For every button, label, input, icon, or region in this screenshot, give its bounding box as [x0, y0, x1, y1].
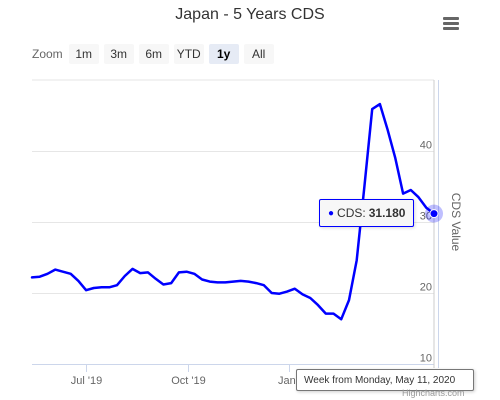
zoom-button-1y[interactable]: 1y — [208, 44, 239, 64]
zoom-button-ytd[interactable]: YTD — [173, 44, 204, 64]
credits-link[interactable]: Highcharts.com — [402, 388, 465, 398]
hamburger-menu-icon[interactable] — [443, 17, 459, 32]
y-tick-label: 40 — [420, 140, 432, 152]
x-tick-label: Jul '19 — [71, 375, 102, 387]
chart-title: Japan - 5 Years CDS — [175, 6, 325, 23]
tooltip-value: 31.180 — [368, 206, 406, 220]
y-axis-title: CDS Value — [449, 193, 463, 252]
data-tooltip: ● CDS: 31.180 — [319, 199, 414, 227]
y-tick-label: 10 — [420, 353, 432, 365]
y-tick-label: 30 — [420, 211, 432, 223]
series-line — [30, 102, 436, 321]
tooltip-label: CDS: — [337, 206, 366, 220]
y-tick-label: 20 — [420, 282, 432, 294]
hover-point — [429, 209, 439, 219]
x-tick-label: Jan ' — [278, 375, 301, 387]
tooltip-marker-icon: ● — [328, 207, 335, 219]
zoom-button-3m[interactable]: 3m — [103, 44, 134, 64]
x-tick-label: Oct '19 — [171, 375, 206, 387]
x-axis-crosshair-label: Week from Monday, May 11, 2020 — [296, 369, 474, 391]
zoom-button-all[interactable]: All — [243, 44, 274, 64]
zoom-bar: Zoom 1m 3m 6m YTD 1y All — [32, 44, 279, 64]
zoom-label: Zoom — [32, 47, 63, 61]
zoom-button-1m[interactable]: 1m — [68, 44, 99, 64]
zoom-button-6m[interactable]: 6m — [138, 44, 169, 64]
